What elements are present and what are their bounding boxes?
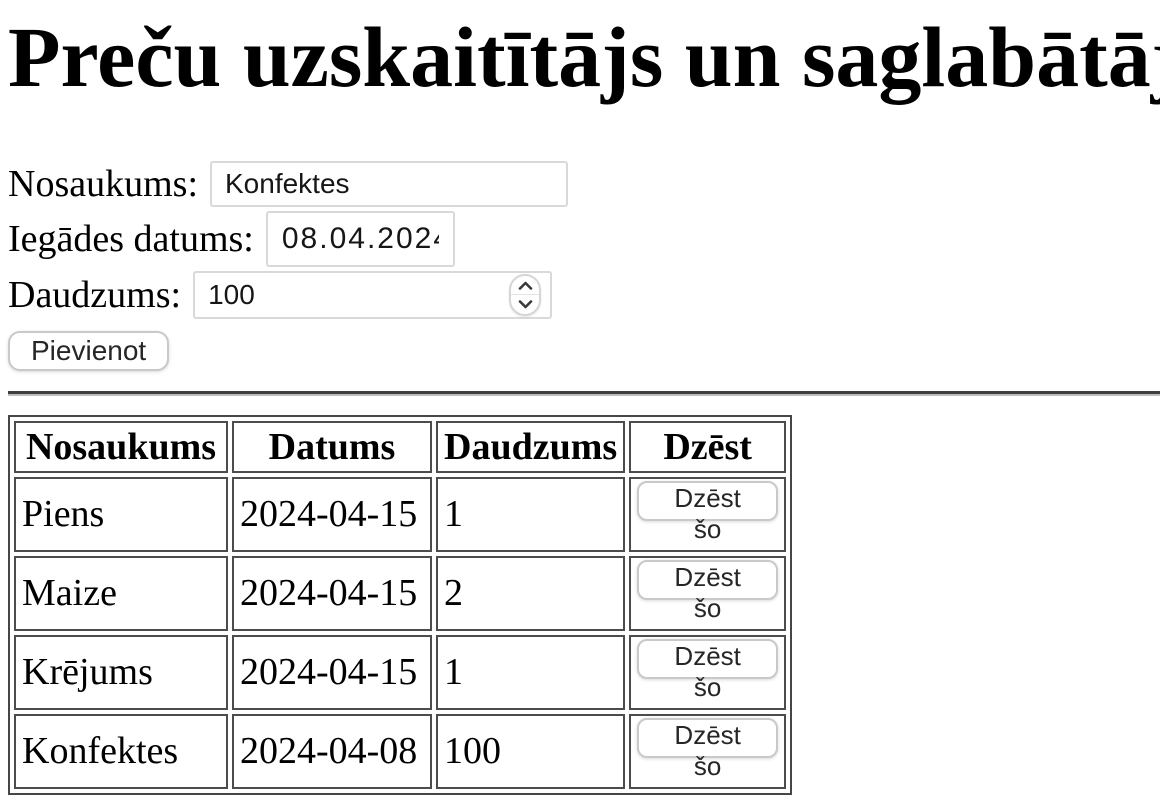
cell-name: Piens (14, 476, 228, 552)
items-table: Nosaukums Datums Daudzums Dzēst Piens 20… (8, 414, 793, 795)
delete-row-button[interactable]: Dzēst šo (637, 717, 779, 781)
page-title: Preču uzskaitītājs un saglabātājs (8, 9, 1160, 105)
name-input[interactable] (210, 160, 568, 207)
cell-quantity: 1 (436, 476, 626, 552)
cell-delete: Dzēst šo (629, 713, 787, 789)
cell-date: 2024-04-08 (232, 713, 432, 789)
cell-quantity: 2 (436, 555, 626, 631)
form-row-name: Nosaukums: (8, 160, 1160, 207)
name-label: Nosaukums: (8, 162, 198, 205)
cell-delete: Dzēst šo (629, 555, 787, 631)
chevron-up-icon (518, 281, 532, 290)
quantity-stepper (193, 270, 553, 319)
purchase-date-input[interactable] (265, 210, 455, 267)
cell-quantity: 100 (436, 713, 626, 789)
stepper-down-button[interactable] (511, 295, 539, 314)
cell-quantity: 1 (436, 634, 626, 710)
cell-name: Konfektes (14, 713, 228, 789)
delete-row-button[interactable]: Dzēst šo (637, 638, 779, 702)
column-header-name: Nosaukums (14, 420, 228, 473)
cell-date: 2024-04-15 (232, 634, 432, 710)
form-row-quantity: Daudzums: (8, 270, 1160, 319)
table-row: Krējums 2024-04-15 1 Dzēst šo (14, 634, 787, 710)
column-header-delete: Dzēst (629, 420, 787, 473)
add-button[interactable]: Pievienot (8, 330, 170, 371)
quantity-input[interactable] (193, 270, 553, 319)
cell-date: 2024-04-15 (232, 476, 432, 552)
stepper-up-button[interactable] (511, 276, 540, 296)
divider (8, 390, 1160, 396)
cell-delete: Dzēst šo (629, 634, 787, 710)
table-row: Piens 2024-04-15 1 Dzēst šo (14, 476, 787, 552)
table-row: Maize 2024-04-15 2 Dzēst šo (14, 555, 787, 631)
purchase-date-label: Iegādes datums: (8, 217, 254, 260)
table-row: Konfektes 2024-04-08 100 Dzēst šo (14, 713, 787, 789)
add-item-form: Nosaukums: Iegādes datums: Daudzums: (8, 160, 1160, 371)
table-header-row: Nosaukums Datums Daudzums Dzēst (14, 420, 787, 473)
delete-row-button[interactable]: Dzēst šo (637, 559, 779, 623)
number-spinner[interactable] (509, 273, 542, 316)
cell-date: 2024-04-15 (232, 555, 432, 631)
cell-name: Maize (14, 555, 228, 631)
column-header-date: Datums (232, 420, 432, 473)
chevron-down-icon (518, 300, 532, 309)
delete-row-button[interactable]: Dzēst šo (637, 480, 779, 544)
column-header-quantity: Daudzums (436, 420, 626, 473)
quantity-label: Daudzums: (8, 273, 182, 316)
cell-delete: Dzēst šo (629, 476, 787, 552)
form-row-date: Iegādes datums: (8, 210, 1160, 267)
cell-name: Krējums (14, 634, 228, 710)
